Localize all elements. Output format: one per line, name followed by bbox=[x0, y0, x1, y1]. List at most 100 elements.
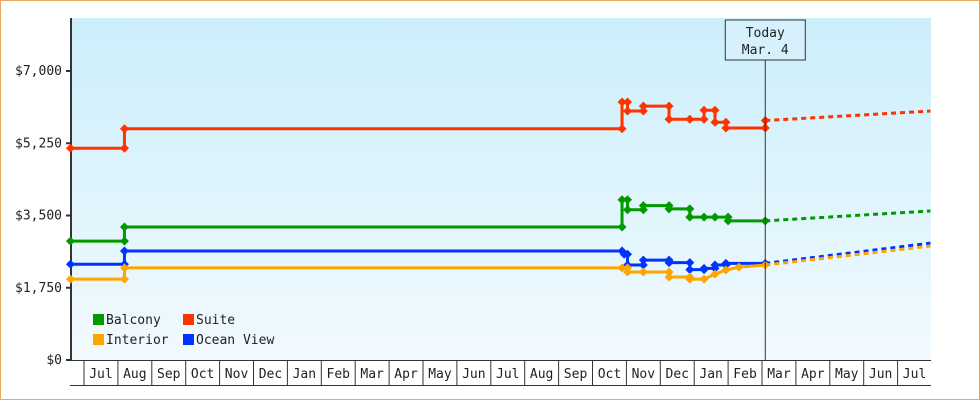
legend-label: Interior bbox=[106, 333, 169, 348]
data-point[interactable] bbox=[623, 195, 633, 205]
data-point[interactable] bbox=[119, 263, 129, 273]
today-date: Mar. 4 bbox=[742, 43, 789, 58]
x-tick-label: Aug bbox=[530, 367, 553, 382]
data-point[interactable] bbox=[617, 124, 627, 134]
data-point[interactable] bbox=[638, 106, 648, 116]
x-tick-label: Oct bbox=[191, 367, 214, 382]
data-point[interactable] bbox=[617, 222, 627, 232]
data-point[interactable] bbox=[723, 216, 733, 226]
y-tick-label: $7,000 bbox=[15, 64, 62, 79]
x-tick-label: Sep bbox=[157, 367, 181, 382]
data-point[interactable] bbox=[685, 204, 695, 214]
data-point[interactable] bbox=[664, 204, 674, 214]
series-balcony bbox=[65, 195, 931, 246]
data-point[interactable] bbox=[119, 236, 129, 246]
data-point[interactable] bbox=[685, 114, 695, 124]
x-tick-label: Jul bbox=[89, 367, 112, 382]
legend-swatch bbox=[93, 334, 104, 345]
data-point[interactable] bbox=[119, 143, 129, 153]
data-point[interactable] bbox=[710, 260, 720, 270]
data-point[interactable] bbox=[623, 267, 633, 277]
x-tick-label: Oct bbox=[598, 367, 621, 382]
x-tick-label: May bbox=[835, 367, 859, 382]
y-tick-label: $1,750 bbox=[15, 281, 62, 296]
x-tick-label: Jun bbox=[869, 367, 892, 382]
x-tick-label: Sep bbox=[564, 367, 588, 382]
data-point[interactable] bbox=[119, 274, 129, 284]
data-point[interactable] bbox=[699, 212, 709, 222]
data-point[interactable] bbox=[65, 236, 75, 246]
x-tick-label: Apr bbox=[801, 367, 825, 382]
data-point[interactable] bbox=[119, 124, 129, 134]
data-point[interactable] bbox=[664, 258, 674, 268]
data-point[interactable] bbox=[638, 255, 648, 265]
data-point[interactable] bbox=[721, 258, 731, 268]
data-point[interactable] bbox=[710, 117, 720, 127]
x-tick-label: Jan bbox=[699, 367, 722, 382]
projection-line bbox=[765, 109, 931, 123]
data-point[interactable] bbox=[65, 274, 75, 284]
legend-swatch bbox=[183, 334, 194, 345]
data-point[interactable] bbox=[623, 249, 633, 259]
data-point[interactable] bbox=[638, 260, 648, 270]
data-point[interactable] bbox=[119, 222, 129, 232]
data-point[interactable] bbox=[685, 212, 695, 222]
data-point[interactable] bbox=[664, 114, 674, 124]
data-point[interactable] bbox=[699, 263, 709, 273]
data-point[interactable] bbox=[623, 106, 633, 116]
data-point[interactable] bbox=[638, 101, 648, 111]
data-point[interactable] bbox=[721, 123, 731, 133]
data-point[interactable] bbox=[623, 205, 633, 215]
x-tick-label: Jan bbox=[293, 367, 316, 382]
data-point[interactable] bbox=[617, 195, 627, 205]
data-point[interactable] bbox=[699, 114, 709, 124]
legend-item: Ocean View bbox=[183, 333, 274, 348]
x-tick-label: Feb bbox=[327, 367, 351, 382]
legend-label: Suite bbox=[196, 313, 235, 328]
data-point[interactable] bbox=[710, 105, 720, 115]
legend-item: Suite bbox=[183, 313, 235, 328]
x-tick-label: Jul bbox=[903, 367, 926, 382]
data-point[interactable] bbox=[664, 267, 674, 277]
series-interior bbox=[65, 244, 931, 284]
data-point[interactable] bbox=[710, 212, 720, 222]
data-point[interactable] bbox=[685, 258, 695, 268]
data-point[interactable] bbox=[119, 246, 129, 256]
y-tick-label: $5,250 bbox=[15, 136, 62, 151]
x-tick-label: Mar bbox=[360, 367, 384, 382]
legend-item: Balcony bbox=[93, 313, 161, 328]
data-point[interactable] bbox=[664, 101, 674, 111]
x-tick-label: May bbox=[428, 367, 452, 382]
data-point[interactable] bbox=[65, 259, 75, 269]
x-tick-label: Nov bbox=[225, 367, 249, 382]
data-point[interactable] bbox=[65, 143, 75, 153]
data-point[interactable] bbox=[664, 272, 674, 282]
x-tick-label: Nov bbox=[632, 367, 656, 382]
x-tick-label: Jun bbox=[462, 367, 485, 382]
x-tick-label: Dec bbox=[666, 367, 689, 382]
series-ocean-view bbox=[65, 241, 931, 275]
data-point[interactable] bbox=[685, 274, 695, 284]
x-tick-label: Feb bbox=[733, 367, 757, 382]
legend-item: Interior bbox=[93, 333, 169, 348]
data-point[interactable] bbox=[617, 97, 627, 107]
series-layer bbox=[65, 97, 931, 284]
y-axis: $0 $1,750 $3,500 $5,250 $7,000 bbox=[15, 18, 72, 368]
data-point[interactable] bbox=[617, 263, 627, 273]
data-point[interactable] bbox=[638, 267, 648, 277]
data-point[interactable] bbox=[734, 262, 744, 272]
data-point[interactable] bbox=[699, 274, 709, 284]
data-point[interactable] bbox=[623, 97, 633, 107]
data-point[interactable] bbox=[685, 265, 695, 275]
legend-swatch bbox=[93, 314, 104, 325]
plot-area bbox=[71, 18, 931, 360]
x-tick-label: Aug bbox=[123, 367, 146, 382]
data-point[interactable] bbox=[699, 105, 709, 115]
today-marker: Today Mar. 4 bbox=[724, 19, 806, 360]
data-point[interactable] bbox=[721, 265, 731, 275]
data-point[interactable] bbox=[721, 117, 731, 127]
data-point[interactable] bbox=[710, 269, 720, 279]
data-point[interactable] bbox=[638, 201, 648, 211]
x-tick-label: Jul bbox=[496, 367, 519, 382]
projection-line bbox=[765, 241, 931, 265]
